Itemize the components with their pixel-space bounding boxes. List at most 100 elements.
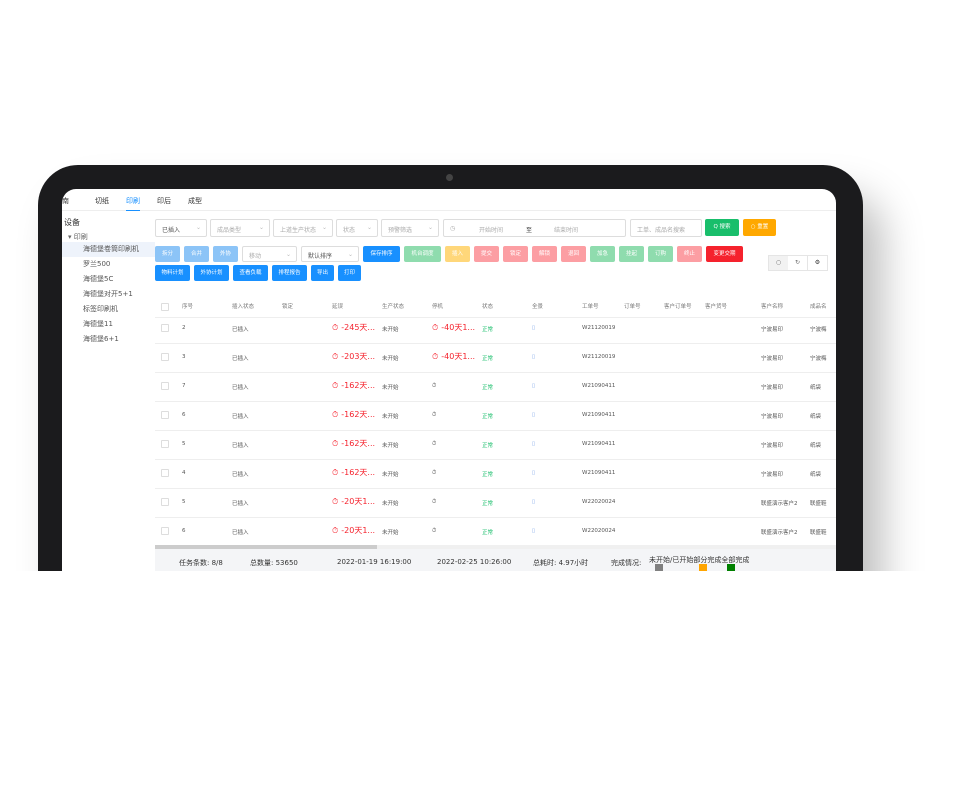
completion-legend: 未开始/已开始 部分完成 全部完成: [649, 555, 749, 571]
document-icon[interactable]: ▯: [532, 412, 536, 418]
scroll-thumb[interactable]: [155, 545, 377, 549]
action-button[interactable]: 插入: [445, 246, 470, 262]
reset-button[interactable]: ○ 重置: [743, 219, 776, 236]
sidebar-item[interactable]: 海德堡6+1: [83, 335, 119, 343]
sort-select[interactable]: 默认排序 ⌄: [301, 246, 359, 262]
action-button[interactable]: 解锁: [532, 246, 557, 262]
move-select[interactable]: 移动 ⌄: [242, 246, 297, 262]
row-checkbox[interactable]: [161, 440, 169, 448]
gear-icon[interactable]: ⚙: [807, 256, 827, 270]
document-icon[interactable]: ▯: [532, 383, 536, 389]
action-button[interactable]: 锁定: [503, 246, 528, 262]
column-header[interactable]: 成品名: [810, 304, 827, 310]
action-button[interactable]: 外协计划: [194, 265, 229, 281]
table-row[interactable]: 3 已插入 ⏱ -203天... 未开始 ⏱ -40天1... 正常 W21120019 宁波易印…: [155, 344, 836, 373]
column-header[interactable]: 插入状态: [232, 304, 255, 310]
row-checkbox[interactable]: [161, 324, 169, 332]
date-range[interactable]: ◷ 开始时间 至 结束时间: [443, 219, 626, 237]
product-type-select[interactable]: 成品类型 ⌄: [210, 219, 270, 237]
end-date[interactable]: 结束时间: [554, 227, 579, 234]
column-header[interactable]: 停机: [432, 304, 444, 310]
insert-select[interactable]: 已插入 ⌄: [155, 219, 207, 237]
search-button[interactable]: Q 搜索: [705, 219, 739, 236]
action-button[interactable]: 外协: [213, 246, 238, 262]
document-icon[interactable]: ▯: [532, 441, 536, 447]
sidebar-item[interactable]: 海德堡11: [83, 320, 113, 328]
document-icon[interactable]: ▯: [532, 499, 536, 505]
action-button[interactable]: 保存排序: [363, 246, 400, 262]
cell-text: -162天...: [341, 468, 376, 477]
action-button[interactable]: 打印: [338, 265, 361, 281]
document-icon[interactable]: ▯: [532, 528, 536, 534]
column-header[interactable]: 客户货号: [705, 304, 728, 310]
action-button[interactable]: 物料计划: [155, 265, 190, 281]
select-all-checkbox[interactable]: [161, 303, 169, 311]
refresh-icon[interactable]: ↻: [794, 259, 801, 266]
document-icon[interactable]: ▯: [532, 470, 536, 476]
action-button[interactable]: 变更交期: [706, 246, 743, 262]
table-tools: ○ ↻ ⚙: [768, 255, 828, 271]
sidebar-item[interactable]: 标签印刷机: [83, 305, 118, 313]
row-checkbox[interactable]: [161, 498, 169, 506]
cell-客户名称: 宁波易印: [761, 383, 783, 391]
action-button[interactable]: 终止: [677, 246, 702, 262]
document-icon[interactable]: ▯: [532, 325, 536, 331]
action-button[interactable]: 订购: [648, 246, 673, 262]
action-button[interactable]: 机台调度: [404, 246, 441, 262]
row-checkbox[interactable]: [161, 411, 169, 419]
tab-postpress[interactable]: 印后: [157, 197, 171, 205]
horizontal-scrollbar[interactable]: [155, 545, 836, 549]
action-button[interactable]: 加急: [590, 246, 615, 262]
action-button[interactable]: 排程报告: [272, 265, 307, 281]
row-checkbox[interactable]: [161, 527, 169, 535]
table-row[interactable]: 4 已插入 ⏱ -162天... 未开始 ⏱ 正常 W21090411 宁波易印 纸袋 ▯: [155, 460, 836, 489]
action-button[interactable]: 合并: [184, 246, 209, 262]
sidebar-item[interactable]: 海德堡卷筒印刷机: [62, 242, 155, 257]
action-button[interactable]: 拆分: [155, 246, 180, 262]
cell-停机: ⏱: [432, 441, 439, 448]
action-button[interactable]: 查看负载: [233, 265, 268, 281]
row-checkbox[interactable]: [161, 353, 169, 361]
cell-text: 已插入: [232, 472, 249, 478]
column-header[interactable]: 锁定: [282, 304, 294, 310]
search-icon[interactable]: ○: [769, 256, 788, 270]
column-header[interactable]: 订单号: [624, 304, 641, 310]
cell-序号: 2: [182, 325, 186, 331]
column-header[interactable]: 序号: [182, 304, 194, 310]
sidebar-item[interactable]: 海德堡对开5+1: [83, 290, 133, 298]
column-header[interactable]: 全景: [532, 304, 544, 310]
sidebar-item[interactable]: 罗兰500: [83, 260, 111, 268]
tab-cut[interactable]: 切纸: [95, 197, 109, 205]
tab-prev[interactable]: 南: [62, 197, 69, 205]
table-row[interactable]: 2 已插入 ⏱ -245天... 未开始 ⏱ -40天1... 正常 W21120019 宁波易印…: [155, 315, 836, 344]
status-select[interactable]: 状态 ⌄: [336, 219, 378, 237]
start-date[interactable]: 开始时间: [479, 227, 504, 234]
tab-forming[interactable]: 成型: [188, 197, 202, 205]
document-icon[interactable]: ▯: [532, 354, 536, 360]
table-row[interactable]: 6 已插入 ⏱ -162天... 未开始 ⏱ 正常 W21090411 宁波易印 纸袋 ▯: [155, 402, 836, 431]
sidebar-group[interactable]: ▾ 印刷: [68, 233, 88, 241]
action-button[interactable]: 挂起: [619, 246, 644, 262]
column-header[interactable]: 工单号: [582, 304, 599, 310]
column-header[interactable]: 状态: [482, 304, 494, 310]
action-button[interactable]: 导出: [311, 265, 334, 281]
tab-print[interactable]: 印刷: [126, 196, 140, 211]
sidebar-item[interactable]: 海德堡5C: [83, 275, 114, 283]
row-checkbox[interactable]: [161, 469, 169, 477]
cell-成品名: 联盛鞋: [810, 528, 827, 536]
action-button[interactable]: 提交: [474, 246, 499, 262]
row-checkbox[interactable]: [161, 382, 169, 390]
search-input[interactable]: 工单、成品名搜索: [630, 219, 702, 237]
column-header[interactable]: 客户订单号: [664, 304, 692, 310]
column-header[interactable]: 客户名称: [761, 304, 784, 310]
table-row[interactable]: 7 已插入 ⏱ -162天... 未开始 ⏱ 正常 W21090411 宁波易印 纸袋 ▯: [155, 373, 836, 402]
warning-select[interactable]: 预警筛选 ⌄: [381, 219, 439, 237]
action-button[interactable]: 退回: [561, 246, 586, 262]
upstream-select[interactable]: 上道生产状态 ⌄: [273, 219, 333, 237]
table-row[interactable]: 6 已插入 ⏱ -20天1... 未开始 ⏱ 正常 W22020024 联盛演示客户2 联盛鞋 ▯: [155, 518, 836, 547]
column-header[interactable]: 延误: [332, 304, 344, 310]
column-header[interactable]: 生产状态: [382, 304, 405, 310]
table-row[interactable]: 5 已插入 ⏱ -20天1... 未开始 ⏱ 正常 W22020024 联盛演示客户2 联盛鞋 ▯: [155, 489, 836, 518]
table-row[interactable]: 5 已插入 ⏱ -162天... 未开始 ⏱ 正常 W21090411 宁波易印 纸袋 ▯: [155, 431, 836, 460]
chevron-down-icon: ⌄: [427, 224, 433, 231]
